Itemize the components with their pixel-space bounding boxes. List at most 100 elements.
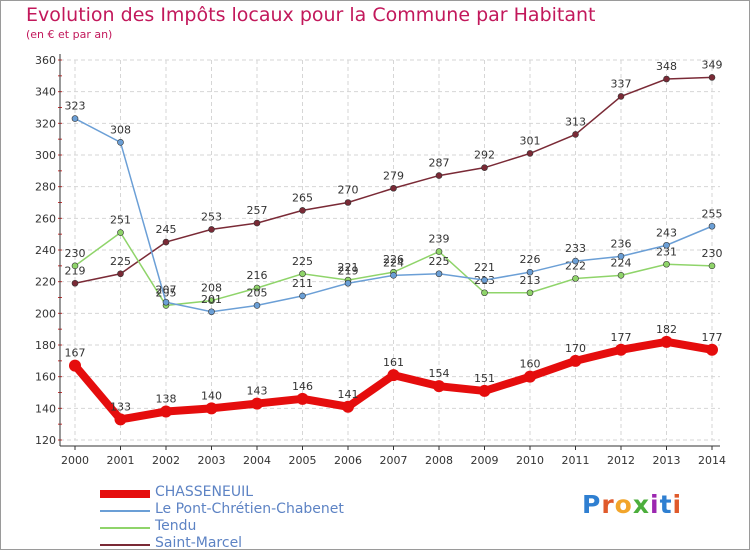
point-le-pont-chr-tien-chabenet xyxy=(71,115,79,122)
data-label-chasseneuil: 160 xyxy=(520,358,541,371)
data-label-tendu: 224 xyxy=(611,256,632,269)
data-label-le-pont-chr-tien-chabenet: 226 xyxy=(520,253,541,266)
point-saint-marcel xyxy=(71,279,79,287)
point-saint-marcel xyxy=(617,93,625,100)
data-label-chasseneuil: 143 xyxy=(247,385,268,398)
y-tick-label: 120 xyxy=(35,434,56,447)
legend-swatch-tendu xyxy=(100,527,150,529)
point-tendu xyxy=(117,229,124,236)
y-tick-label: 360 xyxy=(35,54,56,67)
data-label-le-pont-chr-tien-chabenet: 323 xyxy=(65,100,86,113)
legend-swatch-pont-chretien xyxy=(100,510,150,512)
y-tick-label: 300 xyxy=(35,149,56,162)
data-label-tendu: 225 xyxy=(292,255,313,268)
data-label-tendu: 221 xyxy=(338,261,359,274)
data-label-chasseneuil: 182 xyxy=(656,323,677,336)
data-label-tendu: 231 xyxy=(656,245,677,258)
point-saint-marcel xyxy=(344,199,352,206)
x-tick-label: 2012 xyxy=(607,454,635,467)
point-chasseneuil xyxy=(160,405,172,418)
point-saint-marcel xyxy=(162,238,170,246)
legend-label-pont-chretien: Le Pont-Chrétien-Chabenet xyxy=(155,501,344,517)
point-le-pont-chr-tien-chabenet xyxy=(390,272,397,279)
point-saint-marcel xyxy=(708,74,716,81)
data-label-le-pont-chr-tien-chabenet: 211 xyxy=(292,277,313,290)
x-tick-label: 2000 xyxy=(61,454,89,467)
point-le-pont-chr-tien-chabenet xyxy=(299,292,306,300)
point-tendu xyxy=(299,270,306,278)
data-label-chasseneuil: 146 xyxy=(292,380,313,393)
point-le-pont-chr-tien-chabenet xyxy=(208,308,215,316)
point-le-pont-chr-tien-chabenet xyxy=(117,139,124,146)
data-label-saint-marcel: 219 xyxy=(65,264,86,277)
point-saint-marcel xyxy=(299,207,306,214)
point-chasseneuil xyxy=(296,392,309,405)
point-tendu xyxy=(253,284,261,292)
point-le-pont-chr-tien-chabenet xyxy=(526,268,534,276)
data-label-le-pont-chr-tien-chabenet: 236 xyxy=(611,237,632,250)
point-chasseneuil xyxy=(569,354,582,367)
point-saint-marcel xyxy=(526,150,534,157)
legend-label-chasseneuil: CHASSENEUIL xyxy=(155,484,253,500)
point-chasseneuil xyxy=(706,343,718,356)
data-label-saint-marcel: 349 xyxy=(702,58,723,71)
x-tick-label: 2004 xyxy=(243,454,271,467)
point-saint-marcel xyxy=(572,131,579,138)
data-label-le-pont-chr-tien-chabenet: 308 xyxy=(110,123,131,136)
point-chasseneuil xyxy=(205,402,218,415)
point-le-pont-chr-tien-chabenet xyxy=(481,276,488,284)
point-tendu xyxy=(526,289,534,297)
data-label-tendu: 230 xyxy=(702,247,723,260)
data-label-saint-marcel: 253 xyxy=(201,210,222,223)
point-chasseneuil xyxy=(524,370,536,383)
data-label-tendu: 208 xyxy=(201,282,222,295)
point-chasseneuil xyxy=(251,397,263,410)
legend-swatch-saint-marcel xyxy=(100,544,150,546)
point-tendu xyxy=(208,297,215,304)
point-le-pont-chr-tien-chabenet xyxy=(435,270,443,278)
point-saint-marcel xyxy=(481,164,488,171)
point-le-pont-chr-tien-chabenet xyxy=(253,302,261,309)
data-label-saint-marcel: 257 xyxy=(247,204,268,217)
y-tick-label: 200 xyxy=(35,307,56,320)
point-saint-marcel xyxy=(253,219,261,227)
data-label-le-pont-chr-tien-chabenet: 255 xyxy=(702,207,723,220)
data-label-saint-marcel: 245 xyxy=(156,223,177,236)
point-le-pont-chr-tien-chabenet xyxy=(617,253,625,260)
data-label-saint-marcel: 265 xyxy=(292,191,313,204)
point-chasseneuil xyxy=(387,369,400,382)
point-chasseneuil xyxy=(114,413,127,426)
data-label-le-pont-chr-tien-chabenet: 225 xyxy=(429,255,450,268)
point-tendu xyxy=(708,262,716,270)
x-tick-label: 2008 xyxy=(425,454,453,467)
point-chasseneuil xyxy=(342,400,354,413)
data-label-saint-marcel: 292 xyxy=(474,149,495,162)
point-chasseneuil xyxy=(69,359,81,372)
proxiti-logo: Proxiti xyxy=(582,490,683,519)
point-le-pont-chr-tien-chabenet xyxy=(344,279,352,287)
y-tick-label: 320 xyxy=(35,117,56,130)
data-label-chasseneuil: 133 xyxy=(110,400,131,413)
data-label-saint-marcel: 301 xyxy=(520,134,541,147)
data-label-tendu: 213 xyxy=(520,274,541,287)
data-label-le-pont-chr-tien-chabenet: 233 xyxy=(565,242,586,255)
data-label-chasseneuil: 138 xyxy=(156,393,177,406)
data-label-chasseneuil: 167 xyxy=(65,347,86,360)
data-label-saint-marcel: 313 xyxy=(565,115,586,128)
data-label-le-pont-chr-tien-chabenet: 219 xyxy=(338,264,359,277)
y-tick-label: 180 xyxy=(35,339,56,352)
data-label-tendu: 251 xyxy=(110,214,131,227)
point-le-pont-chr-tien-chabenet xyxy=(708,222,716,230)
data-label-le-pont-chr-tien-chabenet: 207 xyxy=(156,283,177,296)
point-saint-marcel xyxy=(435,172,443,179)
data-label-tendu: 226 xyxy=(383,253,404,266)
legend-label-saint-marcel: Saint-Marcel xyxy=(155,535,243,551)
point-tendu xyxy=(435,248,443,255)
data-label-chasseneuil: 154 xyxy=(429,367,450,380)
data-label-saint-marcel: 270 xyxy=(338,184,359,197)
x-tick-label: 2009 xyxy=(471,454,499,467)
x-tick-label: 2001 xyxy=(107,454,135,467)
data-label-chasseneuil: 151 xyxy=(474,372,495,385)
x-tick-label: 2003 xyxy=(198,454,226,467)
